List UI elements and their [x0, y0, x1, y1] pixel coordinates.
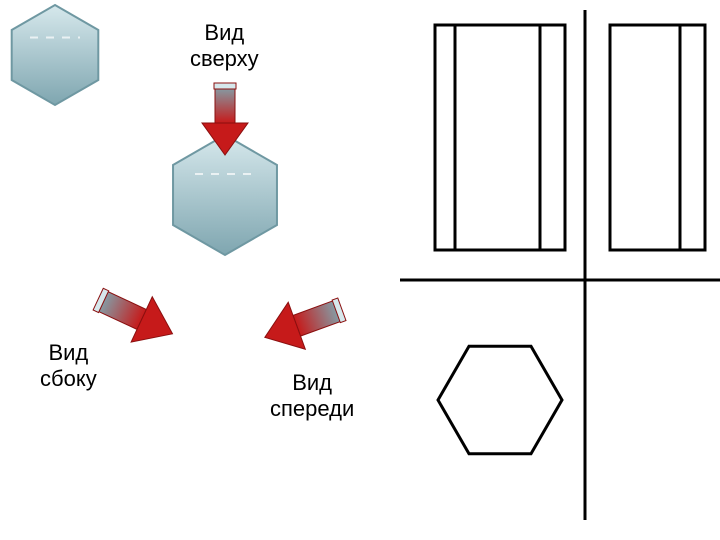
label-front-view: Видспереди [270, 370, 354, 423]
projection-top [438, 346, 562, 453]
label-side-view: Видсбоку [40, 340, 97, 393]
view-arrow-1 [88, 276, 183, 356]
source-hexagon-0 [12, 5, 99, 105]
hexagon-3d-small [0, 0, 720, 540]
view-arrow-2 [256, 286, 350, 361]
label-front-text: Видспереди [270, 370, 354, 421]
projection-front [435, 25, 565, 250]
label-side-text: Видсбоку [40, 340, 97, 391]
projection-side [610, 25, 705, 250]
label-top-view: Видсверху [190, 20, 259, 73]
label-top-text: Видсверху [190, 20, 259, 71]
